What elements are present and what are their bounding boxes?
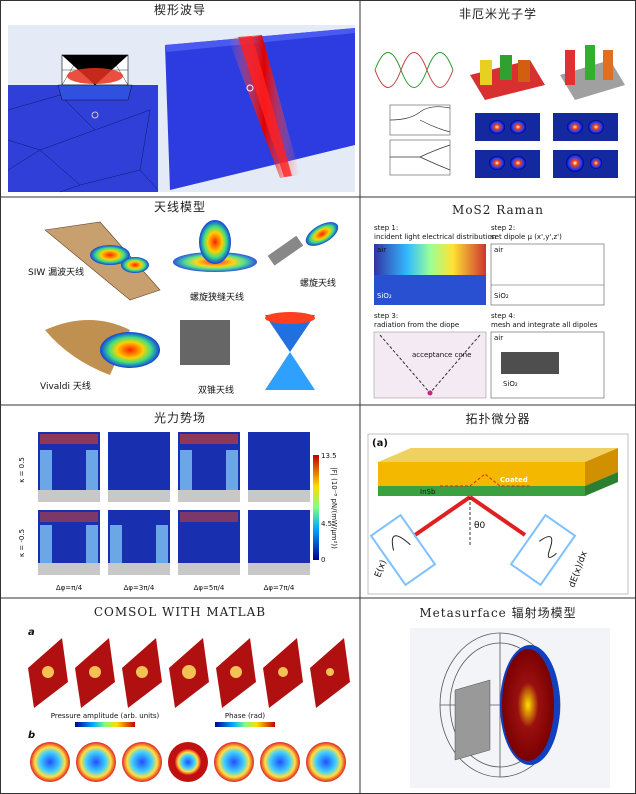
step-desc: radiation from the diope — [374, 321, 459, 329]
cone-label: acceptance cone — [412, 351, 471, 359]
step-label: step 4: — [491, 312, 515, 320]
antenna-figure — [44, 220, 339, 390]
antenna-label: 双锥天线 — [198, 384, 234, 396]
col-label: Δφ=3π/4 — [124, 584, 155, 592]
colorbar-tick: 0 — [321, 556, 325, 564]
antenna-label: 螺旋狭缝天线 — [190, 291, 244, 303]
step-desc: set dipole μ (x',y',z') — [491, 233, 562, 241]
force-field-figure — [38, 432, 319, 575]
col-label: Δφ=7π/4 — [264, 584, 295, 592]
layer-label: air — [494, 334, 503, 342]
cell-title: 拓扑微分器 — [465, 412, 530, 426]
col-label: Δφ=π/4 — [56, 584, 83, 592]
differentiator-figure — [367, 433, 629, 595]
colorbar-label: |F| (10⁻⁸ pN/(mW/μm²)) — [330, 467, 338, 549]
cell-title: 楔形波导 — [154, 3, 206, 17]
row-label: κ = -0.5 — [18, 529, 26, 557]
panel-label: b — [28, 730, 35, 741]
antenna-label: SIW 漏波天线 — [28, 266, 84, 278]
layer-label: Coated — [500, 476, 528, 484]
panel-label: a — [28, 627, 35, 638]
colorbar-tick: 4.5 — [321, 520, 332, 528]
antenna-label: 螺旋天线 — [300, 277, 336, 289]
antenna-label: Vivaldi 天线 — [40, 380, 91, 392]
mos2-figure — [373, 243, 605, 399]
colorbar-tick: 13.5 — [321, 452, 337, 460]
layer-label: air — [377, 246, 386, 254]
cell-title: Metasurface 辐射场模型 — [419, 605, 576, 620]
metasurface-figure — [410, 628, 610, 788]
cell-title: 非厄米光子学 — [459, 6, 537, 21]
angle-label: θ0 — [474, 521, 486, 531]
step-label: step 3: — [374, 312, 398, 320]
colorbar-label: Phase (rad) — [225, 712, 265, 720]
step-desc: mesh and integrate all dipoles — [491, 321, 598, 329]
layer-label: InSb — [420, 488, 436, 496]
panel-label: (a) — [372, 438, 388, 449]
cell-title: MoS2 Raman — [452, 203, 544, 217]
layer-label: air — [494, 246, 503, 254]
cell-title: 天线模型 — [154, 200, 206, 214]
layer-label: SiO₂ — [503, 380, 518, 388]
nonhermitian-figure — [374, 45, 625, 178]
layer-label: SiO₂ — [494, 292, 509, 300]
cell-title: COMSOL WITH MATLAB — [94, 605, 266, 619]
cell-title: 光力势场 — [154, 411, 206, 425]
comsol-figure — [28, 638, 350, 782]
colorbar-label: Pressure amplitude (arb. units) — [51, 712, 160, 720]
step-label: step 2: — [491, 224, 515, 232]
wedge-figure — [7, 25, 355, 193]
col-label: Δφ=5π/4 — [194, 584, 225, 592]
step-desc: incident light electrical distribution — [374, 233, 496, 241]
row-label: κ = 0.5 — [18, 457, 26, 483]
step-label: step 1: — [374, 224, 398, 232]
layer-label: SiO₂ — [377, 292, 392, 300]
